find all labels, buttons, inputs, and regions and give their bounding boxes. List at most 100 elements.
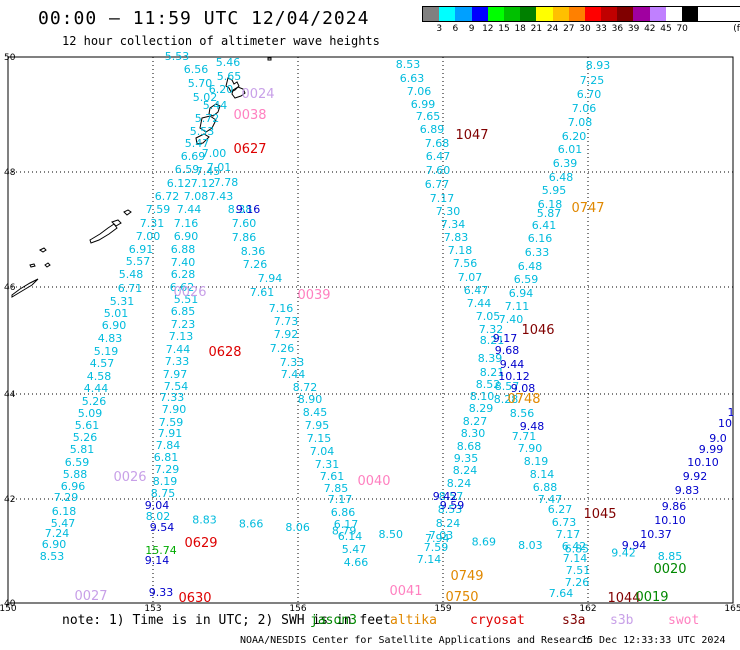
wave-height-value: 7.26 — [243, 258, 268, 271]
wave-height-value: 6.90 — [174, 230, 199, 243]
wave-height-value: 5.02 — [193, 91, 218, 104]
wave-height-value: 7.44 — [166, 343, 191, 356]
wave-height-value: 8.53 — [40, 550, 65, 563]
wave-height-value: 7.16 — [174, 217, 199, 230]
wave-height-value: 7.59 — [146, 203, 171, 216]
wave-height-value: 6.20 — [562, 130, 587, 143]
wave-height-value: 6.88 — [533, 481, 558, 494]
pass-time-label: 0026 — [113, 470, 146, 485]
map-frame — [7, 56, 734, 604]
wave-height-value: 8.53 — [396, 58, 421, 71]
wave-height-value: 7.85 — [324, 482, 349, 495]
latitude-label: 50 — [4, 53, 16, 63]
legend-label: 24 — [546, 24, 559, 34]
satellite-altika-label: altika — [390, 613, 437, 628]
longitude-label: 162 — [579, 604, 596, 614]
wave-height-value: 6.01 — [558, 143, 583, 156]
wave-height-value: 7.56 — [453, 257, 478, 270]
wave-height-value: 6.71 — [118, 282, 143, 295]
pass-time-label: 1045 — [583, 507, 616, 522]
wave-height-value: 7.17 — [430, 192, 455, 205]
wave-height-value: 6.17 — [334, 518, 359, 531]
wave-height-value: 8.72 — [293, 381, 318, 394]
wave-height-value: 6.59 — [175, 163, 200, 176]
wave-height-value: 9.48 — [520, 420, 545, 433]
wave-height-value: 5.26 — [73, 431, 98, 444]
wave-height-value: 10 — [718, 417, 732, 430]
latitude-label: 42 — [4, 495, 15, 505]
wave-height-value: 6.89 — [420, 123, 445, 136]
wave-height-value: 7.47 — [538, 493, 563, 506]
wave-height-value: 5.61 — [75, 419, 100, 432]
pass-time-label: 0629 — [184, 536, 217, 551]
wave-height-value: 6.39 — [553, 157, 578, 170]
wave-height-value: 6.63 — [400, 72, 425, 85]
wave-height-value: 5.19 — [94, 345, 119, 358]
wave-height-value: 9.08 — [511, 382, 536, 395]
legend-swatch — [584, 7, 602, 21]
latitude-label: 40 — [4, 599, 16, 609]
wave-height-value: 7.68 — [425, 137, 450, 150]
wave-height-value: 9.17 — [493, 332, 518, 345]
wave-height-value: 6.88 — [171, 243, 196, 256]
wave-height-value: 7.51 — [566, 564, 591, 577]
credits: NOAA/NESDIS Center for Satellite Applica… — [240, 635, 590, 646]
wave-height-value: 9.35 — [454, 452, 479, 465]
wave-height-value: 6.81 — [154, 451, 179, 464]
legend-unit: (ft) — [733, 24, 740, 34]
longitude-label: 153 — [144, 604, 161, 614]
island-outline — [199, 115, 217, 133]
wave-height-value: 6.20 — [209, 83, 234, 96]
wave-height-value: 4.44 — [84, 382, 109, 395]
wave-height-value: 7.00 — [202, 147, 227, 160]
island-outline — [29, 263, 36, 268]
wave-height-value: 6.28 — [171, 268, 196, 281]
wave-height-value: 7.73 — [274, 315, 299, 328]
wave-height-value: 8.38 — [228, 203, 253, 216]
island-outline — [267, 57, 272, 61]
wave-height-value: 6.85 — [565, 543, 590, 556]
wave-height-value: 6.90 — [42, 538, 67, 551]
legend-label: 6 — [452, 24, 459, 34]
legend-swatch — [649, 7, 666, 21]
wave-height-value: 6.69 — [181, 150, 206, 163]
island-outline — [123, 209, 132, 216]
wave-height-value: 7.31 — [315, 458, 340, 471]
island-outline — [195, 133, 210, 145]
legend-swatch — [633, 7, 650, 21]
wave-height-value: 8.10 — [470, 390, 495, 403]
wave-height-value: 10.12 — [498, 370, 530, 383]
wave-height-value: 6.72 — [155, 190, 180, 203]
wave-height-value: 8.29 — [469, 402, 494, 415]
wave-height-value: 5.65 — [217, 70, 242, 83]
wave-height-value: 6.14 — [338, 530, 363, 543]
map-grid: 150 153 156 159 162 165 50 48 46 44 42 40 — [0, 53, 740, 614]
wave-height-value: 7.16 — [269, 302, 294, 315]
wave-height-value: 8.75 — [151, 487, 176, 500]
legend-swatch — [439, 7, 456, 21]
wave-height-value: 7.30 — [436, 205, 461, 218]
wave-height-value: 6.41 — [532, 219, 557, 232]
wave-height-value: 8.57 — [495, 380, 520, 393]
wave-height-value: 7.17 — [328, 493, 353, 506]
wave-height-value: 8.06 — [285, 521, 310, 534]
wave-height-value: 8.66 — [239, 517, 264, 530]
wave-height-value: 4.66 — [344, 556, 369, 569]
wave-height-value: 9.68 — [495, 344, 520, 357]
satellite-cryosat-label: cryosat — [470, 613, 525, 628]
wave-height-value: 5.09 — [78, 407, 103, 420]
wave-height-value: 9.94 — [622, 539, 647, 552]
wave-height-value: 7.94 — [258, 272, 283, 285]
wave-height-value: 5.88 — [63, 468, 88, 481]
longitude-label: 159 — [434, 604, 451, 614]
wave-height-value: 7.61 — [250, 286, 275, 299]
wave-height-value: 7.61 — [320, 470, 345, 483]
wave-height-value: 7.08 — [568, 116, 593, 129]
wave-height-value: 9.16 — [236, 203, 261, 216]
wave-height-value: 9.54 — [150, 521, 175, 534]
wave-height-value: 7.59 — [159, 416, 184, 429]
altimeter-tracks: 5.536.565.465.705.655.025.446.205.725.53… — [40, 50, 735, 600]
wave-height-value: 7.14 — [417, 553, 442, 566]
wave-height-value: 7.84 — [156, 439, 181, 452]
wave-height-value: 9.44 — [500, 358, 525, 371]
